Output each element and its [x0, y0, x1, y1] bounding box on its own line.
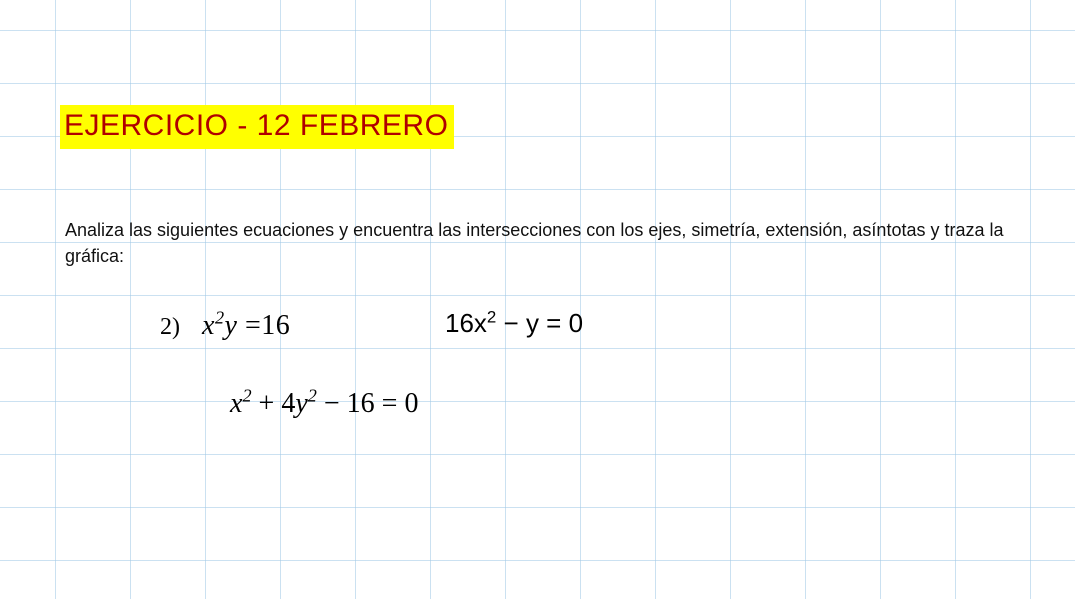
eq1-equals: =	[245, 310, 261, 341]
equation-2: 16x2 − y = 0	[445, 308, 583, 338]
equation-2-wrap: 16x2 − y = 0	[445, 308, 583, 339]
eq2-rest: − y = 0	[496, 308, 583, 338]
eq1-exp: 2	[215, 308, 225, 328]
eq1-y: y	[225, 310, 238, 341]
problem-number: 2)	[160, 314, 180, 341]
eq3-x: x	[230, 388, 242, 419]
equation-3: x2 + 4y2 − 16 = 0	[230, 388, 418, 419]
eq3-e2: 2	[308, 386, 317, 406]
eq3-rest: − 16 = 0	[317, 388, 419, 419]
exercise-title: EJERCICIO - 12 FEBRERO	[60, 105, 454, 149]
equation-row-1: 2) x2y =16	[160, 310, 290, 342]
eq3-plus: + 4	[252, 388, 296, 419]
equation-1: x2y =16	[202, 310, 290, 342]
eq1-x: x	[202, 310, 215, 341]
eq2-coef: 16x	[445, 308, 487, 338]
eq3-y: y	[295, 388, 307, 419]
instructions-text: Analiza las siguientes ecuaciones y encu…	[65, 217, 1055, 269]
page-content: EJERCICIO - 12 FEBRERO Analiza las sigui…	[0, 0, 1075, 599]
eq3-e1: 2	[242, 386, 251, 406]
eq2-exp: 2	[487, 307, 496, 326]
eq1-rhs: 16	[261, 310, 290, 341]
equation-3-wrap: x2 + 4y2 − 16 = 0	[230, 388, 418, 420]
